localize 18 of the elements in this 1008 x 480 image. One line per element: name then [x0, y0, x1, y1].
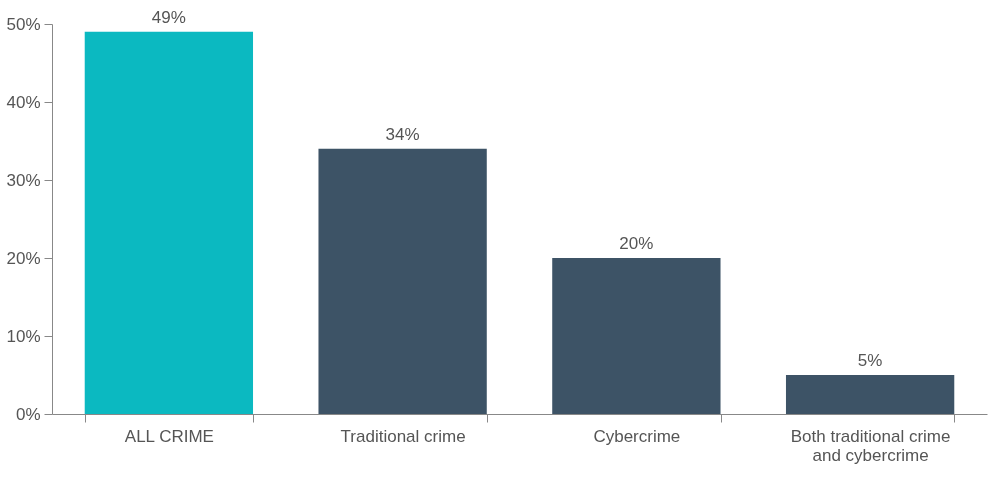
y-tick-label: 50% [6, 14, 41, 34]
data-label: 20% [619, 234, 654, 253]
y-tick-label: 10% [6, 326, 41, 346]
y-tick-label: 20% [6, 248, 41, 268]
x-tick-label: Both traditional crime and cybercrime [790, 426, 951, 465]
data-label: 49% [151, 7, 186, 27]
x-tick-label: Traditional crime [340, 426, 466, 446]
bar [552, 258, 721, 414]
data-label: 34% [385, 124, 420, 144]
bar [785, 375, 955, 414]
bar [318, 148, 487, 414]
y-tick-label: 30% [6, 170, 41, 190]
y-tick-label: 0% [15, 404, 41, 424]
x-tick-label: Cybercrime [593, 426, 681, 446]
x-tick-label: ALL CRIME [124, 426, 214, 446]
bar [84, 31, 254, 414]
y-tick-label: 40% [6, 92, 41, 112]
data-label: 5% [857, 351, 883, 370]
